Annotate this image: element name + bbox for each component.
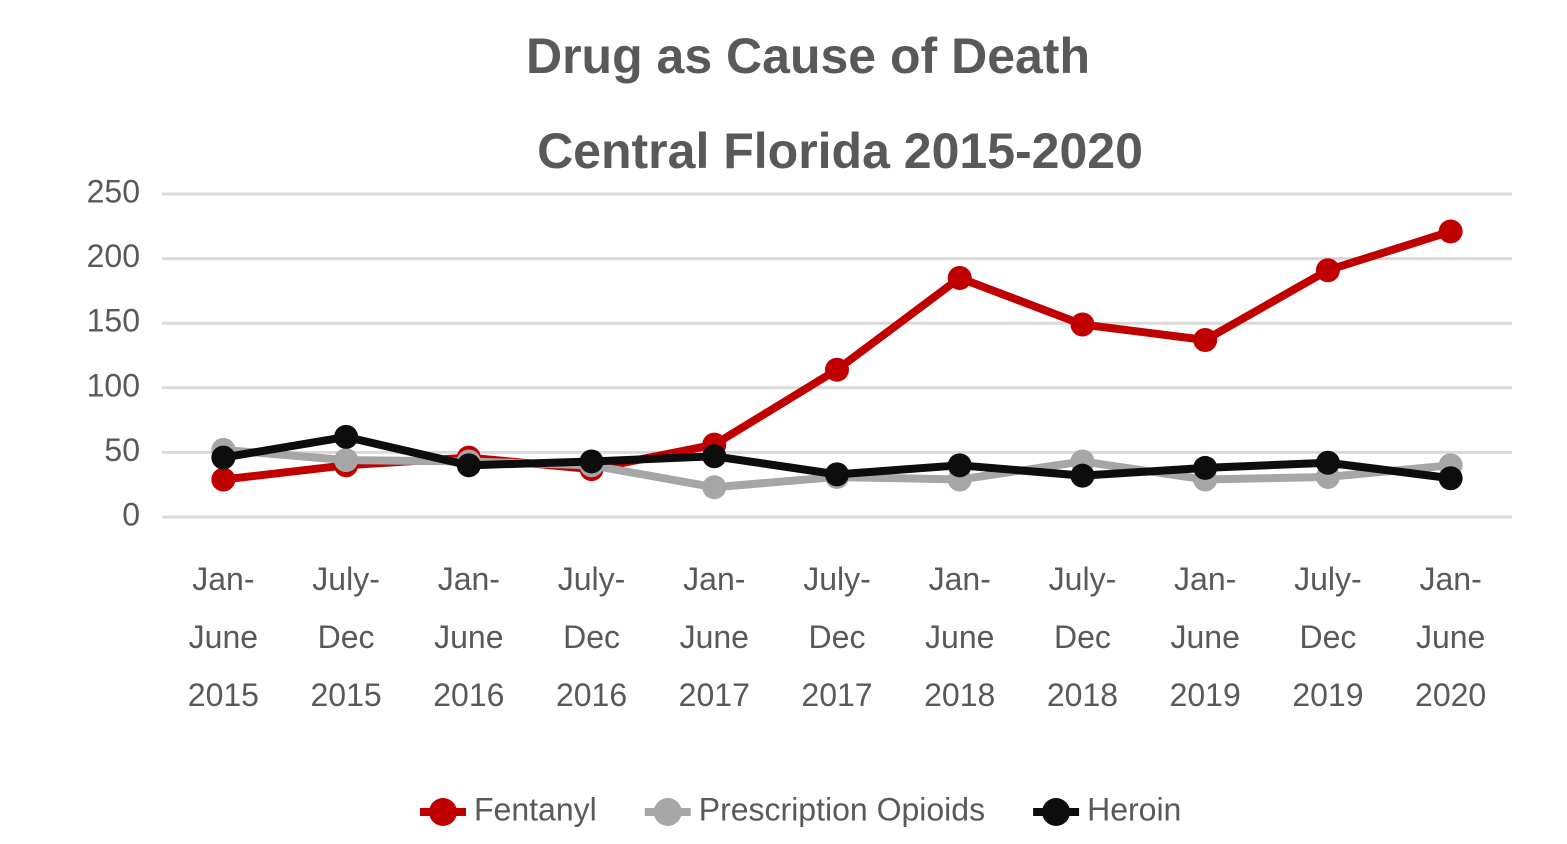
data-point (1438, 219, 1463, 244)
data-point (1193, 455, 1218, 480)
x-tick-label: July-Dec 2017 (801, 561, 872, 713)
data-point (456, 453, 481, 478)
data-point (1070, 312, 1095, 337)
data-point (702, 444, 727, 469)
y-tick-label: 0 (122, 496, 140, 532)
x-tick-label: Jan-June 2020 (1415, 561, 1486, 713)
chart-subtitle: Central Florida 2015-2020 (537, 123, 1143, 179)
y-tick-label: 100 (87, 367, 140, 403)
chart-title: Drug as Cause of Death (526, 28, 1090, 84)
x-tick-label: Jan-June 2016 (433, 561, 504, 713)
data-point (825, 357, 849, 382)
legend-label: Prescription Opioids (699, 791, 985, 827)
x-tick-label: July-Dec 2019 (1292, 561, 1363, 713)
x-tick-label: Jan-June 2015 (188, 561, 259, 713)
x-tick-label: July-Dec 2016 (556, 561, 627, 713)
x-tick-label: Jan-June 2018 (924, 561, 995, 713)
data-point (211, 467, 236, 492)
data-point (1315, 450, 1340, 475)
legend-label: Fentanyl (474, 791, 597, 827)
data-point (1193, 327, 1218, 352)
data-point (1315, 258, 1340, 283)
data-point (211, 445, 236, 470)
x-tick-label: July-Dec 2015 (310, 561, 381, 713)
data-point (1438, 466, 1463, 491)
series-line (222, 227, 1452, 484)
data-point (825, 462, 849, 487)
legend-label: Heroin (1087, 791, 1181, 827)
y-tick-label: 50 (104, 432, 140, 468)
y-tick-label: 200 (87, 238, 140, 274)
data-point (334, 448, 359, 473)
data-point (579, 449, 604, 474)
data-point (702, 475, 727, 500)
x-tick-label: Jan-June 2019 (1170, 561, 1241, 713)
y-tick-label: 250 (87, 173, 140, 209)
y-tick-label: 150 (87, 303, 140, 339)
legend-marker (653, 798, 682, 826)
x-tick-label: July-Dec 2018 (1047, 561, 1118, 713)
data-point (947, 265, 972, 290)
data-point (947, 453, 972, 478)
data-point (334, 424, 359, 449)
legend: Fentanyl Prescription Opioids Heroin (420, 791, 1181, 827)
legend-marker (1042, 798, 1071, 826)
x-tick-label: Jan-June 2017 (679, 561, 750, 713)
data-point (1070, 463, 1095, 488)
legend-marker (429, 798, 457, 826)
